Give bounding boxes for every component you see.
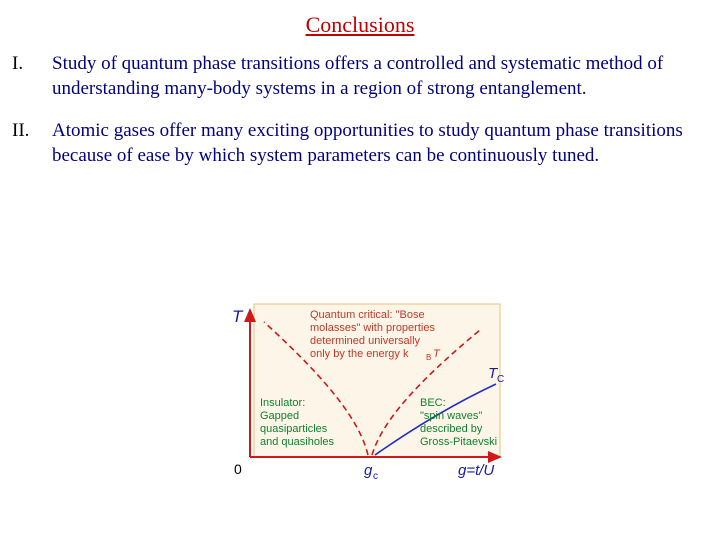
item-numeral: I.: [12, 52, 52, 101]
svg-text:molasses" with properties: molasses" with properties: [310, 322, 435, 334]
svg-text:Gross-Pitaevski: Gross-Pitaevski: [420, 436, 497, 448]
svg-text:"spin waves": "spin waves": [420, 410, 482, 422]
svg-text:c: c: [373, 471, 378, 482]
svg-text:BEC:: BEC:: [420, 397, 446, 409]
conclusion-item: II. Atomic gases offer many exciting opp…: [12, 119, 704, 168]
svg-text:B: B: [426, 353, 431, 362]
item-numeral: II.: [12, 119, 52, 168]
svg-text:0: 0: [234, 461, 242, 477]
conclusion-item: I. Study of quantum phase transitions of…: [12, 52, 704, 101]
svg-text:described by: described by: [420, 423, 483, 435]
svg-text:g=t/U: g=t/U: [458, 462, 494, 479]
item-text: Study of quantum phase transitions offer…: [52, 52, 704, 101]
svg-text:and quasiholes: and quasiholes: [260, 436, 335, 448]
svg-text:T: T: [232, 307, 244, 326]
svg-text:Insulator:: Insulator:: [260, 397, 305, 409]
svg-text:Quantum critical: "Bose: Quantum critical: "Bose: [310, 309, 425, 321]
svg-text:g: g: [364, 462, 373, 479]
page-title: Conclusions: [0, 12, 720, 38]
svg-text:only by the energy k: only by the energy k: [310, 348, 409, 360]
svg-text:quasiparticles: quasiparticles: [260, 423, 328, 435]
svg-text:determined universally: determined universally: [310, 335, 421, 347]
item-text: Atomic gases offer many exciting opportu…: [52, 119, 704, 168]
phase-diagram: T0gcg=t/UTCQuantum critical: "Bosemolass…: [210, 292, 520, 492]
svg-text:Gapped: Gapped: [260, 410, 299, 422]
svg-text:C: C: [497, 374, 504, 385]
